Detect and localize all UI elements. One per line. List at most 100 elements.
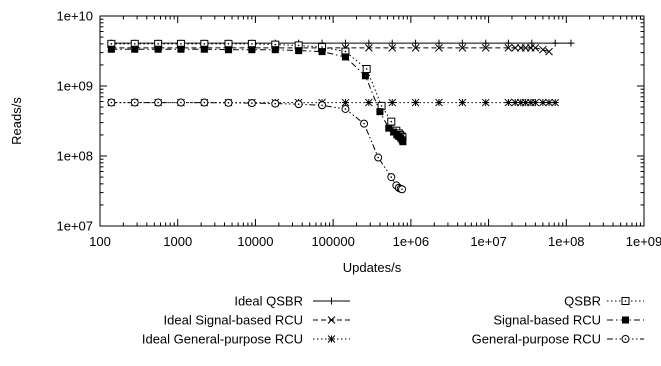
data-point — [531, 44, 540, 52]
data-point — [458, 98, 467, 107]
legend-swatch-marker — [328, 297, 335, 305]
data-point — [411, 98, 420, 107]
data-point — [248, 46, 256, 54]
legend-item: Ideal Signal-based RCU — [164, 313, 350, 328]
series-line — [111, 43, 403, 138]
data-point — [504, 98, 513, 107]
data-point — [387, 173, 396, 182]
y-tick-label: 1e+10 — [56, 9, 93, 24]
data-point — [200, 98, 209, 107]
data-point — [176, 98, 185, 107]
data-point — [388, 39, 396, 47]
data-point — [545, 98, 553, 107]
data-point — [481, 98, 490, 107]
data-point — [364, 44, 373, 52]
data-point — [154, 45, 162, 53]
data-point — [435, 44, 443, 52]
data-point — [361, 72, 369, 80]
legend-item: Signal-based RCU — [493, 313, 644, 328]
legend-label: Signal-based RCU — [493, 313, 601, 328]
data-point — [528, 39, 536, 47]
data-point — [458, 39, 466, 47]
data-point — [107, 98, 116, 107]
data-point — [504, 39, 512, 47]
data-point — [364, 98, 373, 107]
data-point — [200, 45, 208, 53]
legend-swatch-marker — [621, 335, 630, 343]
data-point — [341, 98, 350, 107]
legend-swatch-marker — [327, 335, 336, 343]
series-5 — [107, 98, 407, 194]
data-point — [551, 39, 559, 47]
data-point — [521, 98, 530, 107]
data-point — [271, 99, 280, 108]
data-point — [387, 117, 396, 126]
data-point — [411, 44, 420, 52]
data-point — [376, 108, 384, 116]
x-axis-label: Updates/s — [343, 260, 402, 275]
data-point — [362, 64, 371, 73]
legend-label: QSBR — [564, 294, 601, 309]
data-point — [545, 47, 553, 56]
y-tick-label: 1e+08 — [56, 149, 93, 164]
x-tick-label: 10000 — [237, 234, 273, 249]
legend-swatch-marker — [327, 316, 336, 324]
data-point — [567, 39, 575, 47]
x-tick-label: 1e+06 — [393, 234, 430, 249]
data-point — [154, 98, 163, 107]
x-tick-label: 1e+08 — [548, 234, 585, 249]
legend-item: Ideal QSBR — [234, 294, 350, 309]
data-point — [294, 100, 303, 109]
x-tick-label: 1000 — [163, 234, 192, 249]
data-point — [341, 104, 350, 113]
data-point — [374, 153, 383, 162]
legend-item: QSBR — [564, 294, 644, 309]
legend: Ideal QSBR Ideal Signal-based RCU Ideal Ge… — [142, 294, 644, 347]
data-point — [526, 98, 535, 107]
data-point — [539, 98, 547, 107]
y-tick-label: 1e+07 — [56, 219, 93, 234]
axes: 100 1000 10000 100000 1e+06 1e+07 1e+08 1e+09 1e… — [56, 9, 661, 250]
data-point — [399, 138, 407, 146]
legend-swatch-marker — [622, 316, 629, 324]
data-point — [177, 45, 185, 53]
plot-frame — [99, 15, 645, 227]
series-4 — [107, 45, 407, 146]
data-point — [388, 44, 397, 52]
data-point — [224, 46, 232, 54]
data-point — [458, 44, 467, 52]
data-point — [247, 99, 256, 108]
data-point — [398, 185, 407, 194]
series-2 — [107, 98, 560, 107]
legend-item: General-purpose RCU — [472, 332, 644, 347]
x-tick-label: 100 — [89, 234, 111, 249]
y-axis-label: Reads/s — [9, 97, 24, 145]
data-point — [435, 39, 443, 47]
data-point — [341, 53, 349, 61]
data-point — [295, 47, 303, 55]
data-point — [531, 98, 540, 107]
legend-item: Ideal General-purpose RCU — [142, 332, 350, 347]
data-point — [107, 45, 115, 53]
data-point — [341, 39, 349, 47]
x-tick-label: 1e+09 — [626, 234, 661, 249]
data-point — [131, 45, 139, 53]
data-point — [551, 98, 560, 107]
legend-swatch-marker — [621, 297, 630, 305]
data-point — [318, 101, 327, 110]
data-point — [516, 98, 525, 107]
data-point — [481, 44, 490, 52]
data-point — [318, 48, 326, 56]
x-tick-label: 100000 — [311, 234, 354, 249]
legend-label: Ideal QSBR — [234, 294, 303, 309]
data-point — [224, 98, 233, 107]
legend-label: Ideal Signal-based RCU — [164, 313, 303, 328]
data-point — [435, 98, 443, 107]
series-line — [111, 102, 403, 190]
y-tick-label: 1e+09 — [56, 79, 93, 94]
data-point — [511, 44, 520, 52]
data-point — [385, 124, 393, 132]
series-3 — [107, 39, 407, 142]
data-point — [412, 39, 420, 47]
